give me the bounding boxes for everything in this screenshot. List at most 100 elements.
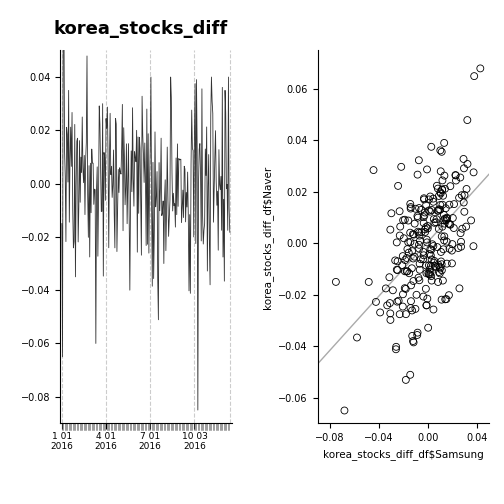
Point bbox=[386, 299, 394, 307]
Point bbox=[402, 310, 410, 318]
Point bbox=[440, 139, 448, 147]
Point bbox=[415, 156, 423, 164]
Point bbox=[426, 208, 434, 216]
Point bbox=[414, 274, 422, 282]
Point bbox=[400, 234, 408, 242]
Point bbox=[436, 269, 444, 277]
Point bbox=[401, 256, 409, 264]
Point bbox=[436, 146, 445, 154]
Point bbox=[423, 238, 431, 246]
Point bbox=[439, 192, 447, 200]
Point bbox=[428, 240, 436, 248]
Text: korea_stocks_diff: korea_stocks_diff bbox=[54, 20, 228, 38]
Point bbox=[434, 207, 442, 215]
Point bbox=[411, 305, 419, 313]
Point bbox=[408, 247, 416, 255]
Point bbox=[437, 190, 445, 198]
Point bbox=[469, 242, 477, 250]
Point bbox=[440, 236, 448, 244]
Point bbox=[417, 228, 425, 236]
Point bbox=[407, 203, 415, 211]
Point bbox=[409, 337, 417, 345]
Point bbox=[394, 182, 402, 190]
Point bbox=[415, 244, 423, 253]
Point bbox=[458, 191, 466, 199]
Point bbox=[406, 371, 414, 379]
Point bbox=[407, 297, 415, 305]
Point bbox=[399, 252, 407, 260]
Point bbox=[435, 192, 443, 200]
Point bbox=[389, 286, 397, 294]
Point bbox=[460, 155, 468, 163]
Point bbox=[396, 207, 404, 215]
Point bbox=[409, 230, 417, 238]
Point bbox=[440, 211, 448, 219]
Point bbox=[405, 248, 413, 257]
Point bbox=[434, 261, 443, 269]
Point bbox=[430, 257, 438, 265]
Point bbox=[450, 224, 458, 232]
Point bbox=[426, 268, 434, 276]
Point bbox=[427, 245, 435, 254]
Point bbox=[393, 298, 401, 306]
Point bbox=[409, 277, 417, 285]
Point bbox=[420, 211, 428, 219]
Point bbox=[433, 243, 442, 251]
Point bbox=[430, 215, 438, 223]
Point bbox=[446, 245, 454, 253]
Point bbox=[410, 240, 418, 248]
Point bbox=[434, 207, 443, 215]
Point bbox=[425, 196, 433, 204]
Point bbox=[440, 232, 449, 240]
Point bbox=[394, 258, 402, 266]
Point bbox=[463, 185, 471, 193]
Point bbox=[376, 308, 384, 317]
Point bbox=[422, 262, 430, 270]
Point bbox=[417, 206, 425, 214]
Point bbox=[412, 291, 420, 299]
Point bbox=[422, 301, 430, 309]
Point bbox=[438, 266, 446, 274]
Point bbox=[463, 116, 471, 124]
Point bbox=[422, 201, 430, 209]
Point bbox=[438, 185, 446, 194]
Point bbox=[422, 285, 430, 293]
Point bbox=[396, 231, 404, 239]
Point bbox=[448, 260, 456, 268]
Point bbox=[440, 171, 449, 179]
Point bbox=[421, 209, 429, 217]
Point bbox=[395, 297, 403, 305]
Point bbox=[458, 225, 466, 233]
Point bbox=[423, 295, 431, 303]
Point bbox=[415, 276, 423, 284]
Point bbox=[440, 220, 449, 228]
Point bbox=[408, 332, 416, 340]
Point bbox=[496, 137, 504, 145]
Point bbox=[401, 216, 409, 224]
Point bbox=[428, 206, 436, 214]
Point bbox=[443, 237, 451, 245]
Point bbox=[402, 376, 410, 384]
Point bbox=[424, 269, 432, 277]
Point bbox=[420, 194, 428, 202]
Point bbox=[447, 221, 455, 229]
Point bbox=[426, 271, 434, 279]
Point bbox=[369, 166, 377, 174]
Point bbox=[423, 165, 431, 173]
Point bbox=[450, 200, 458, 208]
Point bbox=[408, 264, 416, 272]
Point bbox=[419, 255, 427, 263]
Point bbox=[383, 301, 391, 309]
Point bbox=[413, 329, 421, 337]
Point bbox=[407, 281, 415, 289]
Point bbox=[406, 229, 414, 237]
Point bbox=[332, 278, 340, 286]
Point bbox=[396, 223, 404, 231]
Point bbox=[416, 237, 424, 245]
Point bbox=[401, 267, 409, 275]
Point bbox=[399, 302, 407, 310]
Point bbox=[394, 266, 402, 274]
Point bbox=[386, 309, 394, 318]
Point bbox=[457, 242, 465, 250]
Point bbox=[424, 222, 432, 230]
